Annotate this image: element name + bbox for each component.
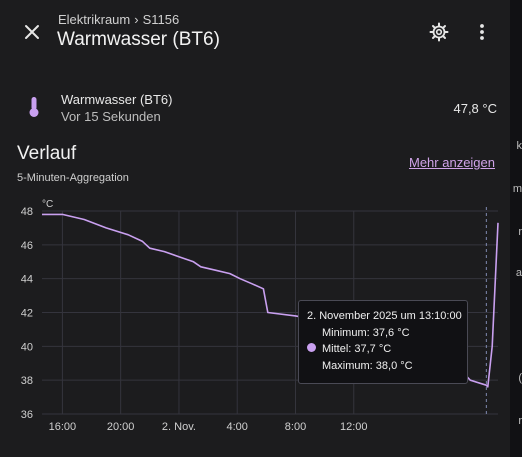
breadcrumb: Elektrikraum › S1156: [58, 12, 179, 27]
edge-text: r: [518, 415, 522, 427]
x-tick-label: 4:00: [227, 421, 248, 433]
y-tick-label: 44: [21, 274, 33, 286]
x-tick-label: 2. Nov.: [162, 421, 196, 433]
y-tick-label: 36: [21, 409, 33, 421]
breadcrumb-separator: ›: [134, 12, 139, 27]
y-axis-unit: °C: [42, 199, 53, 210]
thermometer-icon: [29, 97, 39, 117]
show-more-link[interactable]: Mehr anzeigen: [409, 155, 495, 170]
y-tick-label: 42: [21, 308, 33, 320]
more-info-dialog: Elektrikraum › S1156 Warmwasser (BT6): [0, 0, 510, 433]
y-tick-label: 48: [21, 206, 33, 218]
entity-state-value: 47,8 °C: [453, 101, 497, 116]
aggregation-label: 5-Minuten-Aggregation: [17, 172, 129, 184]
y-tick-label: 46: [21, 240, 33, 252]
x-tick-label: 20:00: [107, 421, 135, 433]
entity-name: Warmwasser (BT6): [61, 92, 173, 107]
tooltip-mean: Mittel: 37,7 °C: [322, 343, 392, 355]
breadcrumb-device: S1156: [142, 12, 180, 27]
x-tick-label: 12:00: [340, 421, 368, 433]
tooltip-maximum: Maximum: 38,0 °C: [322, 360, 413, 372]
history-title: Verlauf: [17, 143, 77, 164]
edge-text: (: [518, 372, 522, 384]
chart-tooltip: 2. November 2025 um 13:10:00 Minimum: 37…: [298, 300, 468, 384]
breadcrumb-area: Elektrikraum: [58, 12, 131, 27]
entity-row[interactable]: Warmwasser (BT6) Vor 15 Sekunden 47,8 °C: [0, 86, 510, 128]
tooltip-title: 2. November 2025 um 13:10:00: [307, 310, 462, 322]
edge-text: m: [512, 183, 522, 195]
y-tick-label: 38: [21, 375, 33, 387]
gear-icon: [429, 22, 449, 42]
x-tick-label: 8:00: [285, 421, 306, 433]
edge-text: k: [516, 140, 522, 152]
dialog-header: Elektrikraum › S1156 Warmwasser (BT6): [0, 0, 510, 62]
background-page-edge: k m r a ( r: [510, 0, 522, 457]
y-tick-label: 40: [21, 341, 33, 353]
tooltip-minimum: Minimum: 37,6 °C: [322, 327, 410, 339]
dialog-title: Warmwasser (BT6): [57, 29, 220, 50]
close-icon: [25, 25, 39, 39]
edge-text: r: [518, 226, 522, 238]
x-tick-label: 16:00: [49, 421, 77, 433]
edge-text: a: [515, 267, 522, 279]
series-color-dot: [307, 343, 316, 352]
settings-button[interactable]: [428, 21, 450, 43]
close-button[interactable]: [20, 20, 44, 44]
entity-last-changed: Vor 15 Sekunden: [61, 109, 161, 124]
more-vertical-icon: [480, 24, 484, 40]
more-options-button[interactable]: [471, 21, 493, 43]
